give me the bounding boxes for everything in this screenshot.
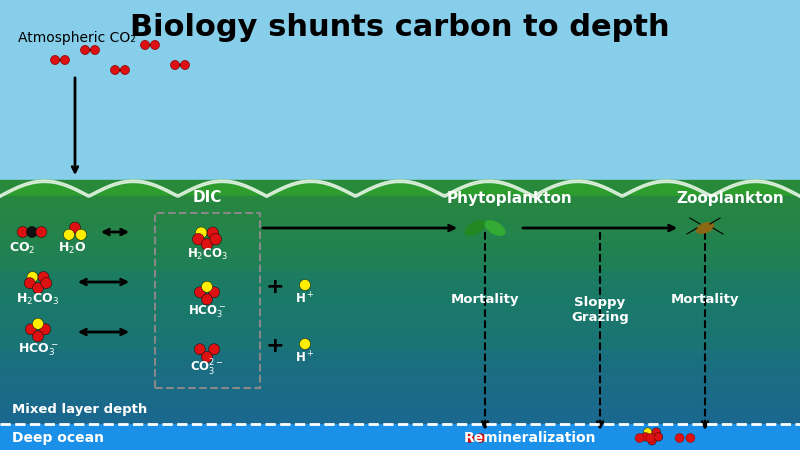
Text: CO$_2$: CO$_2$ (9, 241, 35, 256)
Circle shape (209, 344, 220, 355)
Circle shape (17, 226, 28, 238)
Circle shape (61, 55, 70, 64)
Circle shape (150, 40, 159, 50)
Circle shape (33, 283, 43, 293)
Circle shape (654, 432, 662, 441)
Text: Mortality: Mortality (450, 293, 519, 306)
Text: H$_2$O: H$_2$O (58, 241, 86, 256)
Circle shape (201, 238, 213, 250)
Circle shape (141, 40, 150, 50)
Circle shape (181, 60, 190, 69)
Circle shape (194, 344, 206, 355)
Ellipse shape (465, 220, 485, 235)
Text: Atmospheric CO₂: Atmospheric CO₂ (18, 31, 136, 45)
Circle shape (26, 226, 38, 238)
Text: Mixed layer depth: Mixed layer depth (12, 403, 147, 416)
Circle shape (299, 279, 310, 291)
Text: HCO$_3^-$: HCO$_3^-$ (188, 304, 226, 320)
Circle shape (40, 324, 50, 335)
Circle shape (33, 318, 43, 329)
Circle shape (648, 436, 656, 445)
Circle shape (81, 45, 90, 54)
Circle shape (652, 428, 661, 436)
Bar (0, 424, 800, 450)
Text: Mortality: Mortality (670, 293, 739, 306)
Circle shape (202, 294, 213, 305)
Circle shape (209, 287, 220, 298)
Circle shape (635, 433, 644, 442)
Circle shape (70, 222, 81, 233)
Text: Biology shunts carbon to depth: Biology shunts carbon to depth (130, 14, 670, 42)
Circle shape (202, 351, 213, 362)
Circle shape (194, 287, 206, 298)
Text: DIC: DIC (192, 190, 222, 206)
Text: Zooplankton: Zooplankton (676, 190, 784, 206)
Bar (0, 270, 800, 350)
Circle shape (646, 433, 655, 442)
Ellipse shape (485, 220, 505, 235)
Bar (0, 350, 800, 424)
Circle shape (210, 234, 222, 245)
Circle shape (50, 55, 59, 64)
Circle shape (33, 331, 43, 342)
Text: Remineralization: Remineralization (464, 431, 596, 445)
Text: HCO$_3^-$: HCO$_3^-$ (18, 342, 58, 359)
Text: H$^+$: H$^+$ (295, 351, 314, 366)
Circle shape (207, 227, 218, 239)
Circle shape (642, 432, 650, 441)
Circle shape (63, 229, 74, 240)
Circle shape (90, 45, 99, 54)
Circle shape (193, 234, 204, 245)
Text: +: + (266, 336, 284, 356)
Circle shape (675, 433, 684, 442)
Circle shape (41, 278, 52, 288)
Text: H$^+$: H$^+$ (295, 292, 314, 307)
Circle shape (202, 281, 213, 292)
Circle shape (38, 271, 49, 283)
Circle shape (27, 271, 38, 283)
Circle shape (75, 229, 86, 240)
Text: +: + (266, 277, 284, 297)
Circle shape (686, 433, 695, 442)
Circle shape (465, 433, 474, 442)
Ellipse shape (697, 223, 714, 233)
Circle shape (121, 66, 130, 75)
Text: H$_2$CO$_3$: H$_2$CO$_3$ (186, 247, 227, 262)
Text: H$_2$CO$_3$: H$_2$CO$_3$ (16, 292, 60, 307)
Text: Phytoplankton: Phytoplankton (447, 190, 573, 206)
Bar (0, 180, 800, 270)
Circle shape (170, 60, 179, 69)
Circle shape (26, 324, 36, 335)
Text: Deep ocean: Deep ocean (12, 431, 104, 445)
Circle shape (299, 338, 310, 350)
Circle shape (643, 428, 652, 436)
Bar (0, 0, 800, 180)
Circle shape (476, 433, 485, 442)
Circle shape (110, 66, 119, 75)
Text: Sloppy
Grazing: Sloppy Grazing (571, 296, 629, 324)
Circle shape (24, 278, 35, 288)
Circle shape (195, 227, 207, 239)
Text: CO$_3^{2-}$: CO$_3^{2-}$ (190, 358, 224, 378)
Circle shape (36, 226, 47, 238)
